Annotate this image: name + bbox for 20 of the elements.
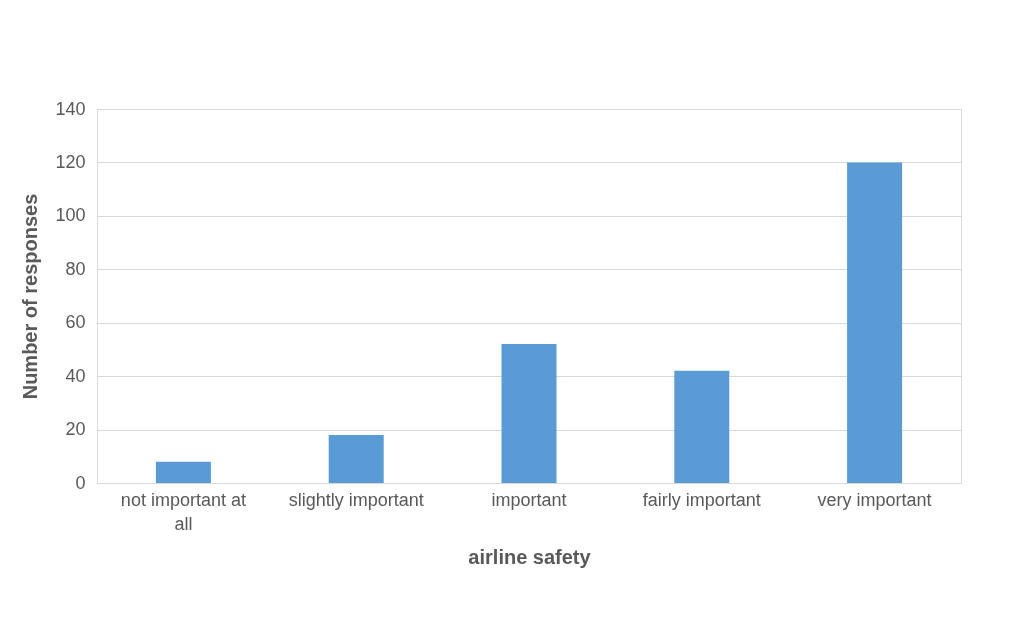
y-tick-label: 20: [65, 419, 86, 440]
y-tick-label: 100: [55, 205, 86, 226]
y-axis-title: Number of responses: [19, 193, 42, 400]
y-tick-label: 140: [55, 98, 86, 119]
y-tick-label: 80: [65, 258, 86, 279]
y-tick-label: 0: [75, 472, 86, 493]
x-tick-label: very important: [817, 489, 932, 510]
x-tick-label: slightly important: [288, 489, 424, 510]
x-tick-label: not important at all: [120, 489, 246, 534]
bar: [501, 344, 557, 483]
x-tick-label: fairly important: [642, 489, 761, 510]
bar: [328, 434, 384, 483]
bar: [674, 370, 730, 483]
y-tick-label: 60: [65, 312, 86, 333]
bar: [847, 162, 903, 483]
y-tick-label: 120: [55, 151, 86, 172]
y-tick-label: 40: [65, 365, 86, 386]
bar: [155, 461, 211, 483]
x-axis-title: airline safety: [468, 545, 592, 568]
x-tick-label: important: [491, 489, 567, 510]
